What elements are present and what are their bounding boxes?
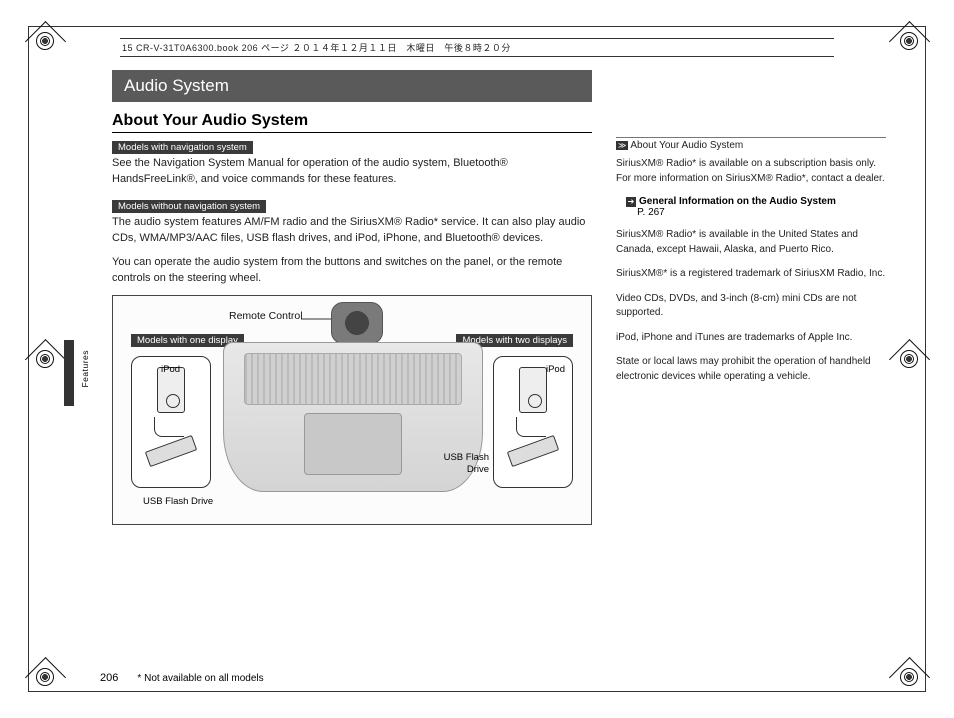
sidebar-para: SiriusXM® Radio* is available on a subsc… — [616, 157, 886, 186]
variant-pill-no-nav: Models without navigation system — [112, 200, 266, 213]
sidebar-para: Video CDs, DVDs, and 3-inch (8-cm) mini … — [616, 292, 886, 321]
crop-mark — [36, 32, 54, 50]
usb-drive-icon — [145, 435, 197, 467]
crop-mark — [36, 668, 54, 686]
paragraph-nav: See the Navigation System Manual for ope… — [112, 156, 592, 188]
ipod-icon — [519, 367, 547, 413]
print-header-meta: 15 CR-V-31T0A6300.book 206 ページ ２０１４年１２月１… — [120, 38, 834, 57]
page-content: Features Audio System About Your Audio S… — [112, 70, 886, 648]
device-group-left — [131, 356, 211, 488]
page-footer: 206 * Not available on all models — [100, 672, 264, 684]
device-label-usb-a: USB Flash — [444, 452, 489, 463]
sidebar-column: ≫About Your Audio System SiriusXM® Radio… — [616, 137, 886, 525]
sidebar-para: SiriusXM®* is a registered trademark of … — [616, 267, 886, 282]
sidebar-para: iPod, iPhone and iTunes are trademarks o… — [616, 331, 886, 346]
section-tab-label: Features — [80, 350, 90, 388]
crop-mark — [900, 32, 918, 50]
main-column: Models with navigation system See the Na… — [112, 137, 592, 525]
device-label-usb-b: Drive — [467, 464, 489, 475]
crop-mark — [900, 350, 918, 368]
variant-pill-nav: Models with navigation system — [112, 141, 253, 154]
page-number: 206 — [100, 672, 118, 684]
crop-mark — [900, 668, 918, 686]
dashboard-illustration — [223, 342, 483, 492]
xref-label: General Information on the Audio System — [639, 196, 836, 207]
paragraph-no-nav: The audio system features AM/FM radio an… — [112, 215, 592, 247]
device-label-ipod: iPod — [546, 364, 565, 375]
sidebar-para: State or local laws may prohibit the ope… — [616, 355, 886, 384]
device-label-ipod: iPod — [161, 364, 180, 375]
section-title: About Your Audio System — [112, 112, 592, 133]
device-label-usb: USB Flash Drive — [143, 496, 213, 507]
sidebar-heading-text: About Your Audio System — [630, 140, 743, 151]
usb-drive-icon — [507, 435, 559, 467]
diagram: Remote Control Models with one display M… — [112, 295, 592, 525]
diagram-label-remote: Remote Control — [229, 310, 303, 322]
crop-mark — [36, 350, 54, 368]
sidebar-para: SiriusXM® Radio* is available in the Uni… — [616, 228, 886, 257]
chapter-title: Audio System — [112, 70, 592, 102]
cross-reference: ➔General Information on the Audio System… — [626, 196, 886, 218]
sidebar-heading: ≫About Your Audio System — [616, 137, 886, 151]
paragraph-operate: You can operate the audio system from th… — [112, 255, 592, 287]
footnote: * Not available on all models — [137, 673, 263, 684]
xref-page: P. 267 — [637, 207, 665, 218]
steering-remote-icon — [331, 302, 383, 344]
section-tab: Features — [64, 340, 104, 406]
device-group-right — [493, 356, 573, 488]
